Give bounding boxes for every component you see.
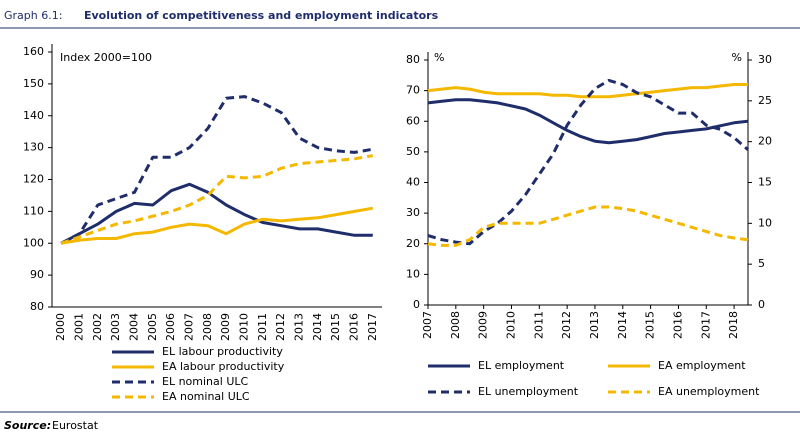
y-tick-label: 30 [406, 206, 420, 219]
x-tick-label: 2013 [293, 313, 306, 341]
x-tick-label: 2015 [644, 311, 657, 339]
legend-label: EA nominal ULC [162, 390, 250, 403]
x-tick-label: 2008 [201, 313, 214, 341]
x-tick-label: 2017 [699, 311, 712, 339]
y-tick-label: 10 [406, 267, 420, 280]
legend-label: EL employment [478, 359, 565, 372]
graph-label: Graph 6.1: [4, 9, 62, 22]
series-line [427, 205, 749, 247]
source-text: Eurostat [52, 419, 99, 432]
legend-label: EA employment [658, 359, 746, 372]
x-tick-label: 2012 [274, 313, 287, 341]
y2-tick-label: 20 [758, 135, 772, 148]
x-tick-label: 2001 [73, 313, 86, 341]
y2-tick-label: 10 [758, 216, 772, 229]
y-tick-label: 100 [23, 236, 44, 249]
x-tick-label: 2010 [238, 313, 251, 341]
y-tick-label: 60 [406, 114, 420, 127]
x-tick-label: 2004 [128, 313, 141, 341]
x-tick-label: 2014 [311, 313, 324, 341]
y-tick-label: 0 [413, 298, 420, 311]
x-tick-label: 2011 [532, 311, 545, 339]
x-tick-label: 2014 [616, 311, 629, 339]
x-tick-label: 2011 [256, 313, 269, 341]
x-tick-label: 2016 [348, 313, 361, 341]
y-tick-label: 90 [30, 268, 44, 281]
y2-tick-label: 15 [758, 176, 772, 189]
y-tick-label: 120 [23, 173, 44, 186]
y-tick-label: 80 [30, 300, 44, 313]
x-tick-label: 2018 [727, 311, 740, 339]
x-tick-label: 2015 [329, 313, 342, 341]
y2-axis-label: % [732, 51, 742, 64]
y-tick-label: 50 [406, 145, 420, 158]
y-tick-label: 160 [23, 45, 44, 58]
x-tick-label: 2003 [109, 313, 122, 341]
x-tick-label: 2009 [219, 313, 232, 341]
x-tick-label: 2000 [54, 313, 67, 341]
legend-label: EL unemployment [478, 385, 579, 398]
x-tick-label: 2006 [164, 313, 177, 341]
x-tick-label: 2017 [366, 313, 379, 341]
legend-label: EL nominal ULC [162, 375, 248, 388]
series-line [60, 95, 374, 245]
y-tick-label: 110 [23, 204, 44, 217]
series-line [60, 154, 374, 245]
y-tick-label: 40 [406, 176, 420, 189]
y2-tick-label: 25 [758, 94, 772, 107]
x-tick-label: 2005 [146, 313, 159, 341]
series-line [427, 98, 749, 145]
y-tick-label: 70 [406, 84, 420, 97]
legend-label: EA unemployment [658, 385, 760, 398]
x-tick-label: 2012 [560, 311, 573, 339]
y-axis-label: % [434, 51, 444, 64]
x-tick-label: 2007 [183, 313, 196, 341]
legend-label: EA labour productivity [162, 360, 285, 373]
graph-title: Evolution of competitiveness and employm… [84, 9, 439, 22]
x-tick-label: 2007 [421, 311, 434, 339]
series-line [60, 182, 373, 245]
x-tick-label: 2010 [504, 311, 517, 339]
series-line [427, 78, 749, 246]
x-tick-label: 2009 [477, 311, 490, 339]
x-tick-label: 2013 [588, 311, 601, 339]
x-tick-label: 2016 [671, 311, 684, 339]
y-tick-label: 80 [406, 53, 420, 66]
source-label: Source: [4, 419, 51, 432]
y2-tick-label: 0 [758, 298, 765, 311]
series-line [427, 83, 748, 99]
x-tick-label: 2008 [449, 311, 462, 339]
y2-tick-label: 5 [758, 257, 765, 270]
y-tick-label: 130 [23, 141, 44, 154]
x-tick-label: 2002 [91, 313, 104, 341]
series-line [60, 206, 374, 245]
y-tick-label: 150 [23, 77, 44, 90]
y-tick-label: 140 [23, 109, 44, 122]
legend-label: EL labour productivity [162, 345, 283, 358]
annotation: Index 2000=100 [60, 51, 152, 64]
y-tick-label: 20 [406, 237, 420, 250]
y2-tick-label: 30 [758, 53, 772, 66]
